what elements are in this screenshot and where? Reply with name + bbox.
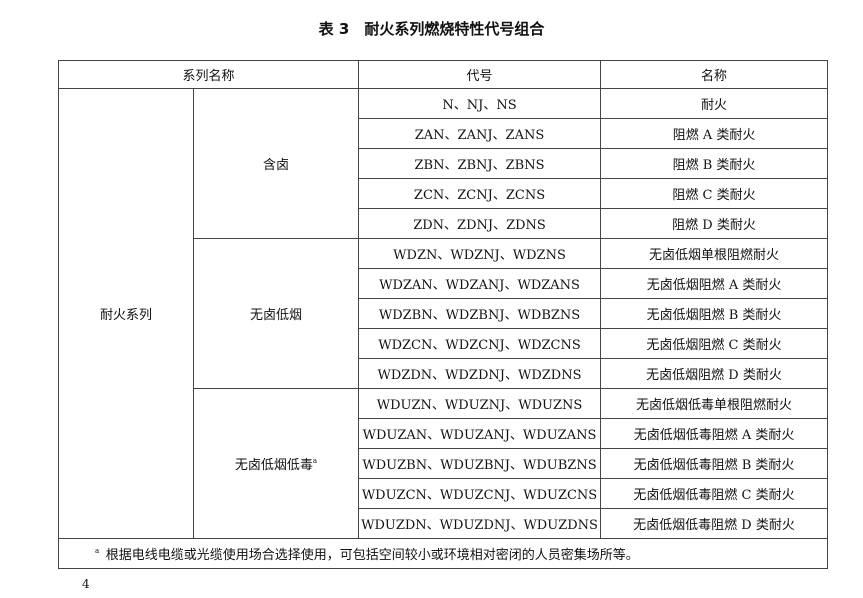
- page-number: 4: [82, 577, 90, 591]
- table-row: ZCN、ZCNJ、ZCNS 阻燃 C 类耐火: [59, 178, 829, 209]
- name-cell: 阻燃 B 类耐火: [600, 148, 829, 179]
- footnote-marker: a: [312, 457, 318, 465]
- table-row: WDZCN、WDZCNJ、WDZCNS 无卤低烟阻燃 C 类耐火: [59, 328, 829, 359]
- code-cell: WDUZCN、WDUZCNJ、WDUZCNS: [358, 478, 602, 509]
- code-cell: WDZCN、WDZCNJ、WDZCNS: [358, 328, 602, 359]
- code-cell: WDZN、WDZNJ、WDZNS: [358, 238, 602, 269]
- table-row: 无卤低烟 WDZN、WDZNJ、WDZNS 无卤低烟单根阻燃耐火: [59, 238, 829, 389]
- table-row: WDUZAN、WDUZANJ、WDUZANS 无卤低烟低毒阻燃 A 类耐火: [59, 418, 829, 449]
- table-row: ZDN、ZDNJ、ZDNS 阻燃 D 类耐火: [59, 208, 829, 239]
- code-cell: ZDN、ZDNJ、ZDNS: [358, 208, 602, 239]
- name-cell: 阻燃 D 类耐火: [600, 208, 829, 239]
- code-cell: WDZBN、WDZBNJ、WDBZNS: [358, 298, 602, 329]
- footnote-cell: a 根据电线电缆或光缆使用场合选择使用，可包括空间较小或环境相对密闭的人员密集场…: [57, 538, 829, 569]
- group-cell: 无卤低烟: [192, 238, 360, 389]
- name-cell: 无卤低烟低毒阻燃 A 类耐火: [600, 418, 829, 449]
- table-row: 耐火系列 含卤 N、NJ、NS 耐火: [58, 88, 829, 539]
- name-cell: 无卤低烟阻燃 D 类耐火: [600, 358, 829, 389]
- header-cell: 名称: [600, 60, 829, 89]
- table-row: ZAN、ZANJ、ZANS 阻燃 A 类耐火: [59, 118, 829, 149]
- name-cell: 阻燃 C 类耐火: [600, 178, 829, 209]
- table-title: 表 3 耐火系列燃烧特性代号组合: [318, 20, 545, 38]
- series-cell: 耐火系列: [58, 88, 194, 539]
- code-cell: WDUZN、WDUZNJ、WDUZNS: [358, 388, 602, 419]
- code-cell: ZAN、ZANJ、ZANS: [358, 118, 602, 149]
- name-cell: 无卤低烟低毒阻燃 D 类耐火: [600, 508, 829, 539]
- code-cell: WDUZDN、WDUZDNJ、WDUZDNS: [358, 508, 602, 539]
- footnote-text: 根据电线电缆或光缆使用场合选择使用，可包括空间较小或环境相对密闭的人员密集场所等…: [105, 548, 639, 563]
- group-name: 含卤: [263, 158, 290, 173]
- header-cell: 系列名称: [57, 60, 360, 89]
- code-cell: N、NJ、NS: [358, 88, 602, 119]
- name-cell: 阻燃 A 类耐火: [600, 118, 829, 149]
- name-cell: 无卤低烟低毒单根阻燃耐火: [600, 388, 829, 419]
- name-cell: 无卤低烟低毒阻燃 C 类耐火: [600, 478, 829, 509]
- footnote-marker: a: [95, 547, 100, 555]
- table-row: 无卤低烟低毒a WDUZN、WDUZNJ、WDUZNS 无卤低烟低毒单根阻燃耐火: [59, 388, 829, 539]
- table-row: WDZBN、WDZBNJ、WDBZNS 无卤低烟阻燃 B 类耐火: [59, 298, 829, 329]
- table: 系列名称 代号 名称 耐火系列 含卤 N、NJ、NS 耐火 ZAN、ZANJ、ZANS 阻燃 A…: [57, 60, 829, 569]
- name-cell: 耐火: [600, 88, 829, 119]
- footnote-row: a 根据电线电缆或光缆使用场合选择使用，可包括空间较小或环境相对密闭的人员密集场…: [57, 538, 829, 569]
- table-row: WDZAN、WDZANJ、WDZANS 无卤低烟阻燃 A 类耐火: [59, 268, 829, 299]
- code-cell: ZBN、ZBNJ、ZBNS: [358, 148, 602, 179]
- header-row: 系列名称 代号 名称: [57, 60, 829, 89]
- group-name: 无卤低烟低毒: [234, 458, 313, 473]
- header-cell: 代号: [358, 60, 602, 89]
- code-cell: WDUZBN、WDUZBNJ、WDUBZNS: [358, 448, 602, 479]
- name-cell: 无卤低烟单根阻燃耐火: [600, 238, 829, 269]
- table-row: ZBN、ZBNJ、ZBNS 阻燃 B 类耐火: [59, 148, 829, 179]
- table-row: WDUZBN、WDUZBNJ、WDUBZNS 无卤低烟低毒阻燃 B 类耐火: [59, 448, 829, 479]
- group-cell: 含卤: [192, 88, 360, 239]
- code-cell: WDZDN、WDZDNJ、WDZDNS: [358, 358, 602, 389]
- name-cell: 无卤低烟低毒阻燃 B 类耐火: [600, 448, 829, 479]
- name-cell: 无卤低烟阻燃 A 类耐火: [600, 268, 829, 299]
- code-cell: WDUZAN、WDUZANJ、WDUZANS: [358, 418, 602, 449]
- code-cell: WDZAN、WDZANJ、WDZANS: [358, 268, 602, 299]
- group-cell: 无卤低烟低毒a: [192, 388, 360, 539]
- name-cell: 无卤低烟阻燃 B 类耐火: [600, 298, 829, 329]
- group-name: 无卤低烟: [250, 308, 303, 323]
- code-cell: ZCN、ZCNJ、ZCNS: [358, 178, 602, 209]
- name-cell: 无卤低烟阻燃 C 类耐火: [600, 328, 829, 359]
